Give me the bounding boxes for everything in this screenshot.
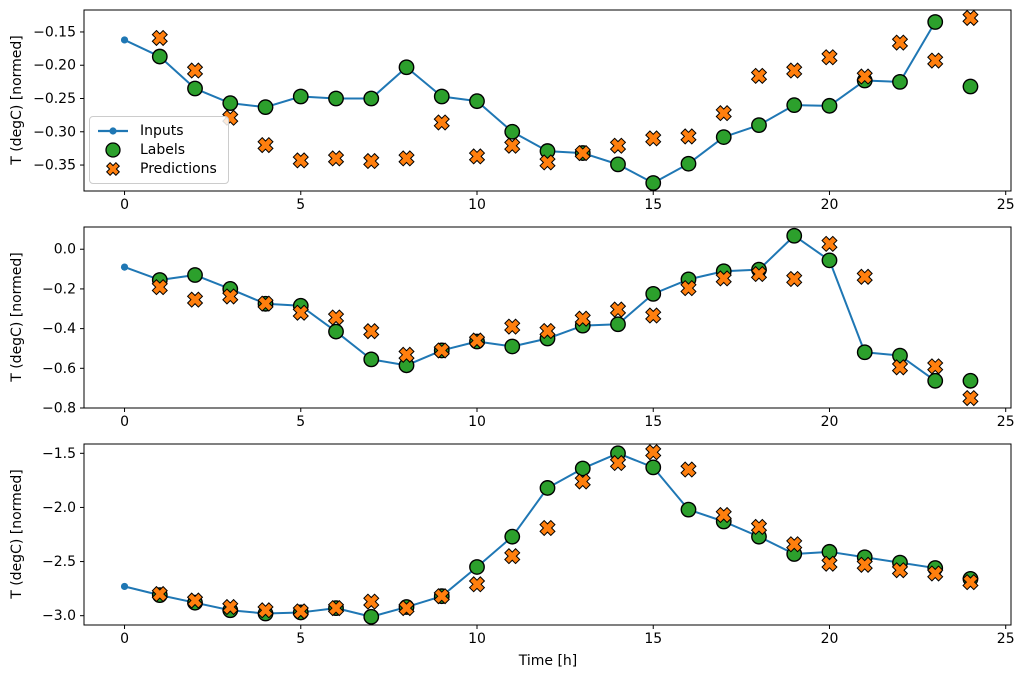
predictions-points <box>151 235 979 407</box>
y-tick-label: −2.5 <box>42 554 76 570</box>
x-tick-label: 5 <box>296 631 305 647</box>
predictions-points <box>151 9 979 171</box>
x-tick-label: 15 <box>644 197 662 213</box>
subplot-2: 0 5 10 15 20 25 0.0 −0.2 −0.4 −0.6 −0.8 <box>42 226 1015 430</box>
y-tick-label: −0.30 <box>33 124 76 140</box>
line-dot-icon <box>98 127 128 135</box>
labels-points <box>151 445 979 625</box>
labels-points <box>151 227 979 389</box>
y-tick-label: −0.15 <box>33 24 76 40</box>
x-tick-label: 25 <box>997 197 1015 213</box>
x-marker-icon <box>105 162 121 177</box>
ticks: 0 5 10 15 20 25 −0.15 −0.20 −0.25 −0.30 −0.35 <box>33 24 1015 213</box>
y-tick-label: −2.0 <box>42 500 76 516</box>
legend-label-predictions: Predictions <box>140 161 217 178</box>
y-tick-label: −0.20 <box>33 58 76 74</box>
legend-label-inputs: Inputs <box>140 122 184 139</box>
x-tick-label: 10 <box>468 197 486 213</box>
circle-icon <box>105 142 121 158</box>
x-tick-label: 15 <box>644 631 662 647</box>
y-axis-label-subplot-1: T (degC) [normed] <box>9 35 25 165</box>
x-tick-label: 0 <box>120 631 129 647</box>
inputs-line <box>120 449 939 621</box>
legend-item-inputs: Inputs <box>95 121 220 140</box>
y-tick-label: −3.0 <box>42 608 76 624</box>
y-tick-label: −0.4 <box>42 321 76 337</box>
subplot-3: 0 5 10 15 20 25 −1.5 −2.0 −2.5 −3.0 <box>42 443 1015 647</box>
ticks: 0 5 10 15 20 25 −1.5 −2.0 −2.5 −3.0 <box>42 446 1015 647</box>
x-tick-label: 0 <box>120 197 129 213</box>
legend-label-labels: Labels <box>140 141 186 158</box>
y-tick-label: −0.6 <box>42 361 76 377</box>
predictions-points <box>151 444 979 620</box>
x-tick-label: 20 <box>821 631 839 647</box>
y-tick-label: −0.8 <box>42 401 76 417</box>
inputs-line <box>120 18 939 187</box>
x-tick-label: 25 <box>997 414 1015 430</box>
x-tick-label: 0 <box>120 414 129 430</box>
legend-item-labels: Labels <box>95 140 220 159</box>
legend-item-predictions: Predictions <box>95 160 220 179</box>
y-tick-label: −0.35 <box>33 158 76 174</box>
x-tick-label: 5 <box>296 197 305 213</box>
y-tick-label: −0.2 <box>42 281 76 297</box>
y-axis-label-subplot-2: T (degC) [normed] <box>9 252 25 382</box>
x-tick-label: 5 <box>296 414 305 430</box>
axes-spines <box>83 226 1012 409</box>
inputs-line <box>120 232 939 385</box>
x-tick-label: 15 <box>644 414 662 430</box>
y-axis-label-subplot-3: T (degC) [normed] <box>9 469 25 599</box>
axes-spines <box>83 443 1012 626</box>
ticks: 0 5 10 15 20 25 0.0 −0.2 −0.4 −0.6 −0.8 <box>42 242 1015 430</box>
y-tick-label: −1.5 <box>42 446 76 462</box>
x-tick-label: 20 <box>821 414 839 430</box>
x-axis-label: Time [h] <box>518 653 578 669</box>
x-tick-label: 10 <box>468 631 486 647</box>
x-tick-label: 20 <box>821 197 839 213</box>
x-tick-label: 10 <box>468 414 486 430</box>
x-tick-label: 25 <box>997 631 1015 647</box>
axes-spines <box>83 9 1012 192</box>
legend: Inputs Labels Predictions <box>89 116 229 184</box>
labels-points <box>151 14 979 191</box>
subplot-1: 0 5 10 15 20 25 −0.15 −0.20 −0.25 −0.30 −0.35 <box>33 9 1015 213</box>
y-tick-label: −0.25 <box>33 91 76 107</box>
y-tick-label: 0.0 <box>54 242 76 258</box>
